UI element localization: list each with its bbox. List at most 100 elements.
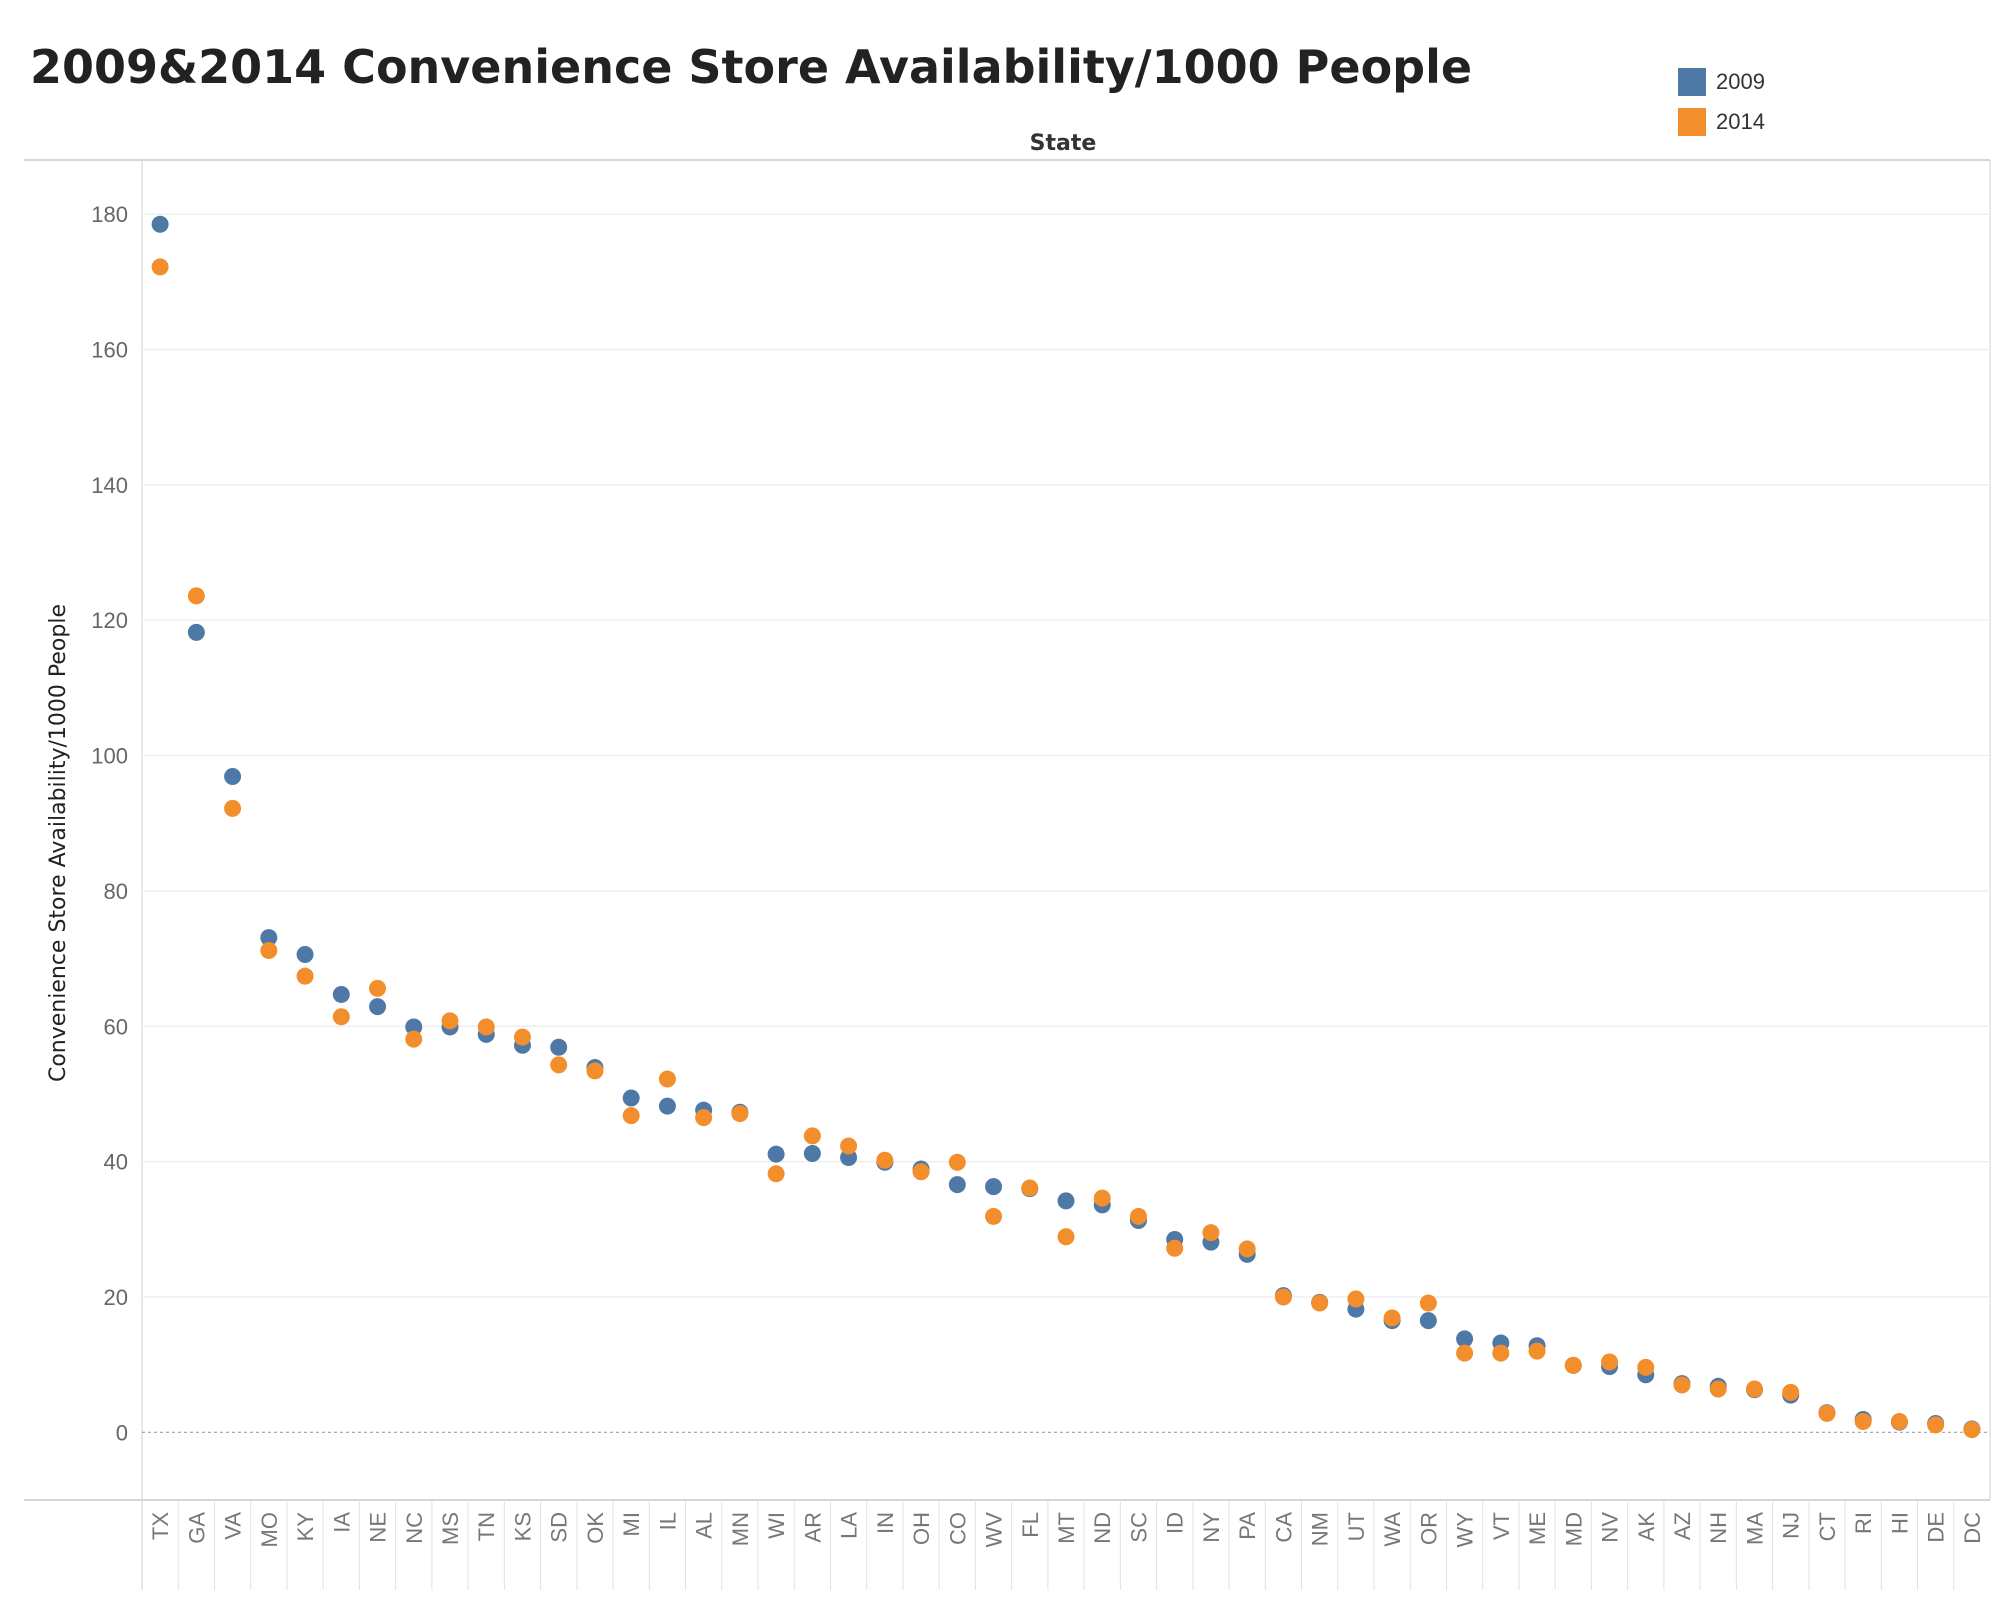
x-tick-label: KS [510, 1512, 535, 1541]
x-tick-label: AR [800, 1512, 825, 1543]
point-2009-CO [948, 1176, 966, 1194]
y-tick-label: 20 [104, 1285, 128, 1310]
point-2014-LA [840, 1137, 858, 1155]
x-tick-label: IA [329, 1512, 354, 1533]
point-2009-IL [658, 1097, 676, 1115]
point-2014-NV [1601, 1353, 1619, 1371]
point-2014-IL [658, 1070, 676, 1088]
point-2009-IA [332, 985, 350, 1003]
point-2014-IA [332, 1008, 350, 1026]
point-2014-TN [477, 1018, 495, 1036]
point-2014-NC [405, 1030, 423, 1048]
x-tick-label: IN [873, 1512, 898, 1534]
point-2014-KS [513, 1028, 531, 1046]
point-2014-VA [224, 799, 242, 817]
y-tick-label: 100 [91, 744, 128, 769]
x-tick-label: MI [619, 1512, 644, 1536]
point-2014-AZ [1673, 1376, 1691, 1394]
point-2014-NE [369, 979, 387, 997]
point-2014-OK [586, 1062, 604, 1080]
point-2009-WY [1456, 1330, 1474, 1348]
point-2014-ND [1093, 1189, 1111, 1207]
point-2009-NE [369, 998, 387, 1016]
point-2014-KY [296, 967, 314, 985]
point-2014-ID [1166, 1239, 1184, 1257]
x-tick-label: RI [1851, 1512, 1876, 1534]
point-2014-MN [731, 1105, 749, 1123]
x-tick-label: TX [148, 1512, 173, 1540]
point-2014-MI [622, 1107, 640, 1125]
y-axis-title: Convenience Store Availability/1000 Peop… [46, 604, 71, 1082]
point-2014-PA [1238, 1240, 1256, 1258]
series-2014 [151, 258, 1981, 1439]
point-2014-CA [1274, 1288, 1292, 1306]
y-tick-label: 0 [116, 1420, 128, 1445]
x-tick-label: MD [1561, 1512, 1586, 1546]
x-tick-label: PA [1235, 1512, 1260, 1540]
point-2014-MA [1745, 1380, 1763, 1398]
chart-title: 2009&2014 Convenience Store Availability… [30, 40, 1473, 94]
x-tick-label: KY [293, 1512, 318, 1542]
point-2014-VT [1492, 1344, 1510, 1362]
point-2009-TX [151, 215, 169, 233]
x-tick-label: HI [1887, 1512, 1912, 1534]
point-2009-VA [224, 768, 242, 786]
x-tick-label: WI [764, 1512, 789, 1539]
point-2014-NH [1709, 1380, 1727, 1398]
point-2014-OH [912, 1163, 930, 1181]
point-2014-MS [441, 1012, 459, 1030]
point-2009-MT [1057, 1192, 1075, 1210]
legend-label-2014: 2014 [1716, 109, 1765, 134]
point-2009-GA [187, 623, 205, 641]
x-tick-label: NH [1706, 1512, 1731, 1544]
x-tick-label: DC [1960, 1512, 1985, 1544]
x-tick-label: VA [221, 1512, 246, 1540]
point-2014-WA [1383, 1309, 1401, 1327]
point-2014-HI [1890, 1412, 1908, 1430]
x-tick-label: WV [982, 1512, 1007, 1548]
y-tick-label: 60 [104, 1014, 128, 1039]
x-tick-label: MA [1742, 1512, 1767, 1545]
x-tick-label: TN [474, 1512, 499, 1541]
point-2009-AR [803, 1144, 821, 1162]
point-2014-CO [948, 1153, 966, 1171]
x-tick-label: NV [1598, 1512, 1623, 1543]
x-tick-label: CO [945, 1512, 970, 1545]
point-2014-TX [151, 258, 169, 276]
x-tick-label: LA [837, 1512, 862, 1539]
point-2014-WV [985, 1207, 1003, 1225]
point-2014-AL [695, 1109, 713, 1127]
x-tick-label: MO [257, 1512, 282, 1547]
x-axis-title: State [1030, 131, 1097, 156]
x-tick-label: NJ [1779, 1512, 1804, 1539]
legend-item-2009[interactable]: 2009 [1678, 62, 1765, 102]
legend-item-2014[interactable]: 2014 [1678, 102, 1765, 142]
point-2014-OR [1419, 1294, 1437, 1312]
point-2014-FL [1021, 1179, 1039, 1197]
point-2009-MO [260, 929, 278, 947]
point-2014-MD [1564, 1356, 1582, 1374]
x-tick-label: MN [728, 1512, 753, 1546]
x-tick-label: VT [1489, 1512, 1514, 1540]
y-tick-label: 80 [104, 879, 128, 904]
x-tick-label: OK [583, 1512, 608, 1544]
x-tick-label: FL [1018, 1512, 1043, 1538]
y-tick-label: 160 [91, 337, 128, 362]
x-tick-label: GA [184, 1512, 209, 1544]
point-2014-MO [260, 941, 278, 959]
x-tick-label: NC [402, 1512, 427, 1544]
legend-swatch-2014 [1678, 108, 1706, 136]
point-2014-GA [187, 587, 205, 605]
point-2014-AK [1637, 1358, 1655, 1376]
y-tick-label: 180 [91, 202, 128, 227]
x-tick-label: OH [909, 1512, 934, 1545]
y-tick-label: 40 [104, 1150, 128, 1175]
point-2009-OR [1419, 1312, 1437, 1330]
point-2009-NC [405, 1018, 423, 1036]
point-2009-MI [622, 1089, 640, 1107]
x-tick-label: CA [1271, 1512, 1296, 1543]
x-tick-label: AZ [1670, 1512, 1695, 1540]
point-2014-ME [1528, 1342, 1546, 1360]
point-2014-DC [1963, 1421, 1981, 1439]
